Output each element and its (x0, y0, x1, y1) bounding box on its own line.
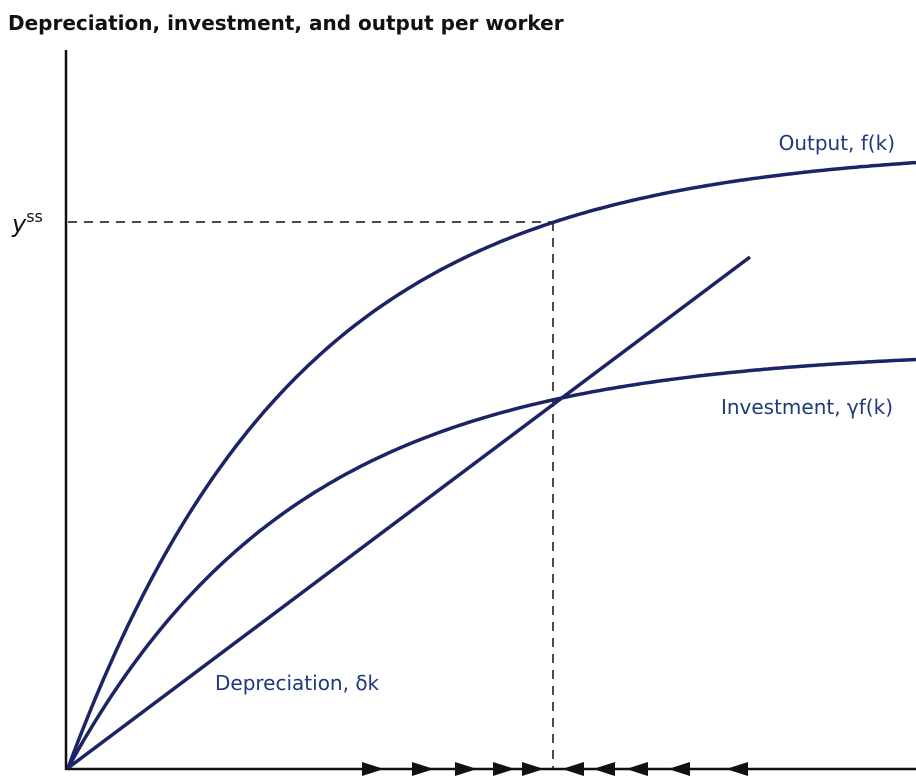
arrows (362, 762, 748, 776)
y-label-sup: ss (26, 207, 43, 226)
y-label: yss (11, 207, 43, 238)
y-label-base: y (11, 210, 27, 238)
output-label: Output, f(k) (779, 131, 895, 155)
investment-label: Investment, γf(k) (721, 395, 893, 419)
investment-curve (66, 357, 916, 769)
title: Depreciation, investment, and output per… (8, 11, 564, 35)
depreciation-line (66, 255, 752, 770)
output-curve (66, 160, 916, 769)
depreciation-label: Depreciation, δk (215, 671, 380, 695)
